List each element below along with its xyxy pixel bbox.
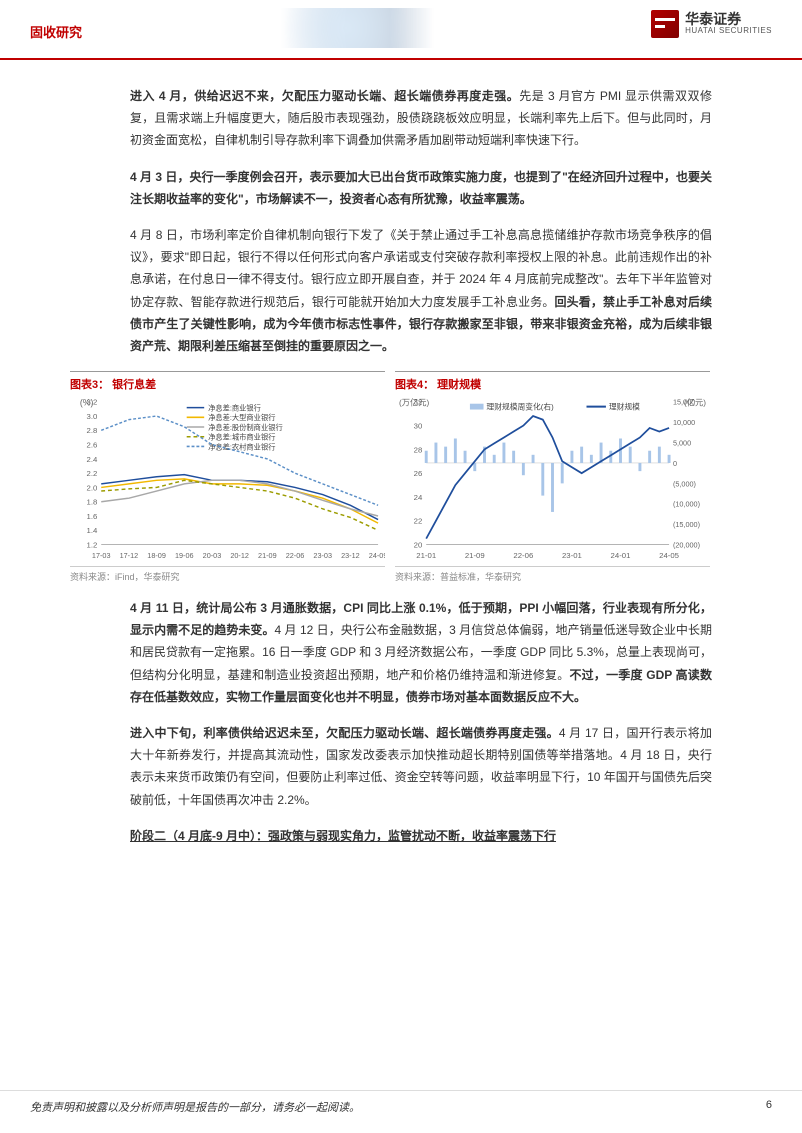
p2-bold: 4 月 3 日，央行一季度例会召开，表示要加大已出台货币政策实施力度，也提到了"… xyxy=(130,170,712,206)
svg-text:19-06: 19-06 xyxy=(175,551,194,560)
svg-text:2.2: 2.2 xyxy=(87,469,98,478)
paragraph-4: 4 月 11 日，统计局公布 3 月通胀数据，CPI 同比上涨 0.1%，低于预… xyxy=(130,597,712,708)
svg-text:18-09: 18-09 xyxy=(147,551,166,560)
chart-4-title: 图表4： 理财规模 xyxy=(395,371,710,394)
svg-text:2.6: 2.6 xyxy=(87,441,98,450)
chart-4-box: 图表4： 理财规模 (万亿元)(亿元)20222426283032(20,000… xyxy=(395,371,710,583)
paragraph-5: 进入中下旬，利率债供给迟迟未至，欠配压力驱动长端、超长端债券再度走强。4 月 1… xyxy=(130,722,712,811)
svg-text:0: 0 xyxy=(673,459,677,468)
svg-text:1.6: 1.6 xyxy=(87,512,98,521)
svg-text:净息差:大型商业银行: 净息差:大型商业银行 xyxy=(208,413,275,422)
logo-text-en: HUATAI SECURITIES xyxy=(685,27,772,36)
svg-text:21-09: 21-09 xyxy=(465,551,485,560)
svg-text:净息差:商业银行: 净息差:商业银行 xyxy=(208,404,261,413)
footer-disclaimer: 免责声明和披露以及分析师声明是报告的一部分，请务必一起阅读。 xyxy=(30,1099,360,1115)
svg-text:26: 26 xyxy=(414,469,423,478)
svg-text:21-01: 21-01 xyxy=(416,551,436,560)
svg-text:1.2: 1.2 xyxy=(87,541,98,550)
svg-text:22: 22 xyxy=(414,517,423,526)
svg-text:24-01: 24-01 xyxy=(611,551,631,560)
svg-text:20: 20 xyxy=(414,541,423,550)
svg-text:28: 28 xyxy=(414,445,423,454)
svg-text:净息差:股份制商业银行: 净息差:股份制商业银行 xyxy=(208,423,283,432)
chart-3-title: 图表3： 银行息差 xyxy=(70,371,385,394)
svg-text:23-03: 23-03 xyxy=(313,551,332,560)
svg-text:20-03: 20-03 xyxy=(203,551,222,560)
svg-text:24: 24 xyxy=(414,493,423,502)
svg-text:15,000: 15,000 xyxy=(673,398,695,407)
svg-text:23-01: 23-01 xyxy=(562,551,582,560)
chart-3-source: 资料来源：iFind，华泰研究 xyxy=(70,566,385,583)
svg-text:17-03: 17-03 xyxy=(92,551,111,560)
svg-text:32: 32 xyxy=(414,398,423,407)
paragraph-2: 4 月 3 日，央行一季度例会召开，表示要加大已出台货币政策实施力度，也提到了"… xyxy=(130,166,712,210)
svg-text:1.4: 1.4 xyxy=(87,526,98,535)
chart-4-svg: (万亿元)(亿元)20222426283032(20,000)(15,000)(… xyxy=(395,394,710,564)
svg-text:10,000: 10,000 xyxy=(673,418,695,427)
svg-text:2.8: 2.8 xyxy=(87,426,98,435)
page-footer: 免责声明和披露以及分析师声明是报告的一部分，请务必一起阅读。 6 xyxy=(0,1090,802,1115)
header-title: 固收研究 xyxy=(30,22,82,41)
page-number: 6 xyxy=(766,1099,772,1115)
svg-text:30: 30 xyxy=(414,422,423,431)
svg-text:净息差:城市商业银行: 净息差:城市商业银行 xyxy=(208,433,275,442)
charts-row: 图表3： 银行息差 (%)1.21.41.61.82.02.22.42.62.8… xyxy=(70,371,710,583)
svg-text:(15,000): (15,000) xyxy=(673,520,700,529)
svg-text:(10,000): (10,000) xyxy=(673,500,700,509)
paragraph-1: 进入 4 月，供给迟迟不来，欠配压力驱动长端、超长端债券再度走强。先是 3 月官… xyxy=(130,85,712,152)
svg-text:5,000: 5,000 xyxy=(673,439,691,448)
p1-bold: 进入 4 月，供给迟迟不来，欠配压力驱动长端、超长端债券再度走强。 xyxy=(130,89,519,103)
svg-text:22-06: 22-06 xyxy=(513,551,533,560)
chart-4-source: 资料来源：普益标准，华泰研究 xyxy=(395,566,710,583)
main-content: 进入 4 月，供给迟迟不来，欠配压力驱动长端、超长端债券再度走强。先是 3 月官… xyxy=(0,60,802,871)
chart-3-svg: (%)1.21.41.61.82.02.22.42.62.83.03.217-0… xyxy=(70,394,385,564)
header-decor xyxy=(280,8,500,48)
svg-text:3.2: 3.2 xyxy=(87,398,98,407)
svg-text:1.8: 1.8 xyxy=(87,498,98,507)
page-header: 固收研究 华泰证券 HUATAI SECURITIES xyxy=(0,0,802,60)
paragraph-3: 4 月 8 日，市场利率定价自律机制向银行下发了《关于禁止通过手工补息高息揽储维… xyxy=(130,224,712,357)
svg-text:(5,000): (5,000) xyxy=(673,479,696,488)
section-2-text: 阶段二（4 月底-9 月中）：强政策与弱现实角力，监管扰动不断，收益率震荡下行 xyxy=(130,829,556,843)
svg-text:3.0: 3.0 xyxy=(87,412,98,421)
svg-text:24-09: 24-09 xyxy=(369,551,385,560)
logo-mark xyxy=(651,10,679,38)
svg-text:20-12: 20-12 xyxy=(230,551,249,560)
svg-text:17-12: 17-12 xyxy=(120,551,139,560)
svg-text:21-09: 21-09 xyxy=(258,551,277,560)
section-2-heading: 阶段二（4 月底-9 月中）：强政策与弱现实角力，监管扰动不断，收益率震荡下行 xyxy=(130,825,712,847)
p5-bold: 进入中下旬，利率债供给迟迟未至，欠配压力驱动长端、超长端债券再度走强。 xyxy=(130,726,559,740)
svg-text:(20,000): (20,000) xyxy=(673,541,700,550)
chart-3-box: 图表3： 银行息差 (%)1.21.41.61.82.02.22.42.62.8… xyxy=(70,371,385,583)
svg-text:理财规模周变化(右): 理财规模周变化(右) xyxy=(486,402,554,412)
svg-text:理财规模: 理财规模 xyxy=(609,402,640,412)
svg-text:22-06: 22-06 xyxy=(286,551,305,560)
svg-text:2.0: 2.0 xyxy=(87,483,98,492)
svg-text:23-12: 23-12 xyxy=(341,551,360,560)
svg-text:2.4: 2.4 xyxy=(87,455,98,464)
company-logo: 华泰证券 HUATAI SECURITIES xyxy=(651,10,772,38)
logo-text-cn: 华泰证券 xyxy=(685,12,772,27)
svg-text:24-05: 24-05 xyxy=(659,551,679,560)
